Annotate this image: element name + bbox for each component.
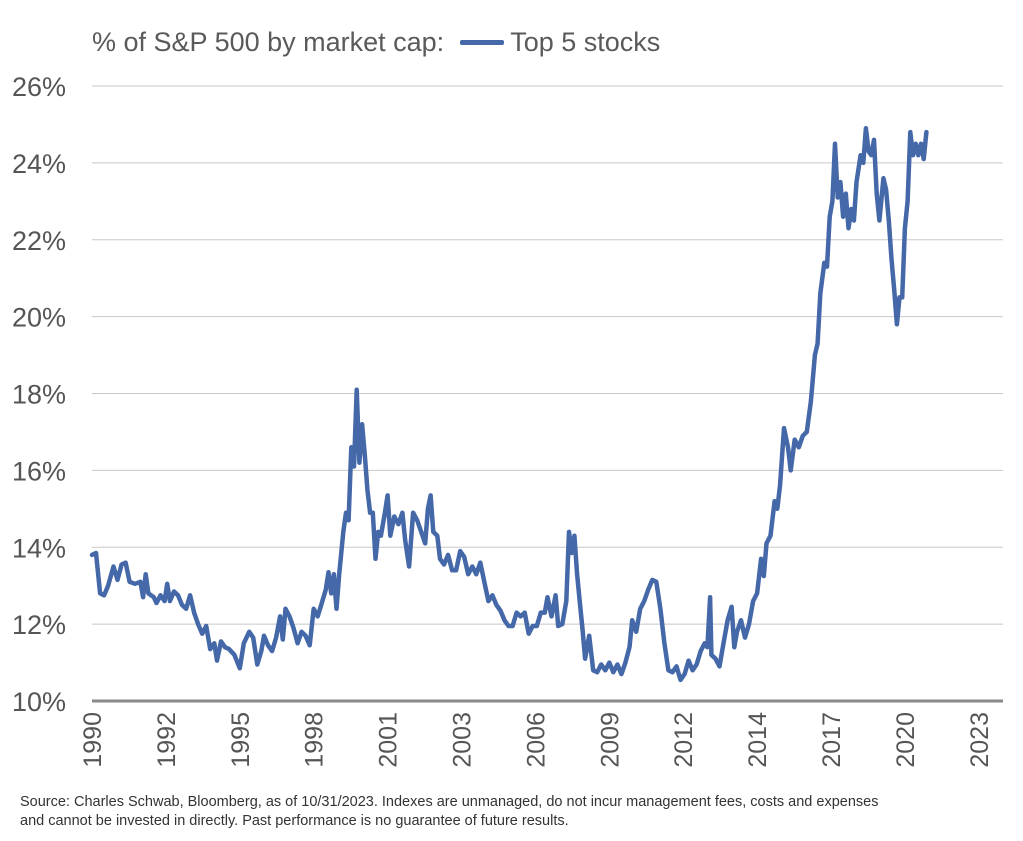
x-tick-label: 2023: [966, 712, 994, 768]
x-tick-label: 2003: [449, 712, 477, 768]
y-tick-label: 26%: [12, 72, 66, 102]
y-tick-label: 12%: [12, 610, 66, 640]
source-line-2: and cannot be invested in directly. Past…: [20, 813, 569, 829]
x-tick-label: 2012: [670, 712, 698, 768]
x-tick-label: 2014: [744, 712, 772, 768]
x-tick-label: 2009: [596, 712, 624, 768]
legend-swatch-top5: [460, 39, 505, 45]
legend-label-top5: Top 5 stocks: [510, 26, 661, 57]
x-tick-label: 2017: [818, 712, 846, 768]
x-tick-label: 1992: [153, 712, 181, 768]
x-tick-label: 2006: [522, 712, 550, 768]
x-tick-label: 2001: [375, 712, 403, 768]
chart-title: % of S&P 500 by market cap:: [92, 26, 445, 57]
series-line-top5: [89, 126, 929, 683]
y-tick-label: 24%: [12, 149, 66, 179]
x-tick-label: 2020: [892, 712, 920, 768]
x-axis-ticks: 1990 1992 1995 1998 2001 2003 2006 2009 2012 2014…: [79, 712, 994, 768]
y-tick-label: 14%: [12, 533, 66, 563]
y-tick-label: 10%: [12, 687, 66, 717]
y-tick-label: 22%: [12, 226, 66, 256]
x-tick-label: 1995: [227, 712, 255, 768]
y-tick-label: 16%: [12, 456, 66, 486]
x-tick-label: 1990: [79, 712, 107, 768]
source-footnote: Source: Charles Schwab, Bloomberg, as of…: [20, 793, 1010, 831]
y-tick-label: 20%: [12, 303, 66, 333]
source-line-1: Source: Charles Schwab, Bloomberg, as of…: [20, 794, 879, 810]
x-tick-label: 1998: [301, 712, 329, 768]
grid-lines: [92, 85, 1003, 625]
chart-legend: % of S&P 500 by market cap: Top 5 stocks: [92, 22, 660, 62]
y-tick-label: 18%: [12, 380, 66, 410]
y-axis-ticks: 10% 12% 14% 16% 18% 20% 22% 24% 26%: [12, 72, 66, 717]
